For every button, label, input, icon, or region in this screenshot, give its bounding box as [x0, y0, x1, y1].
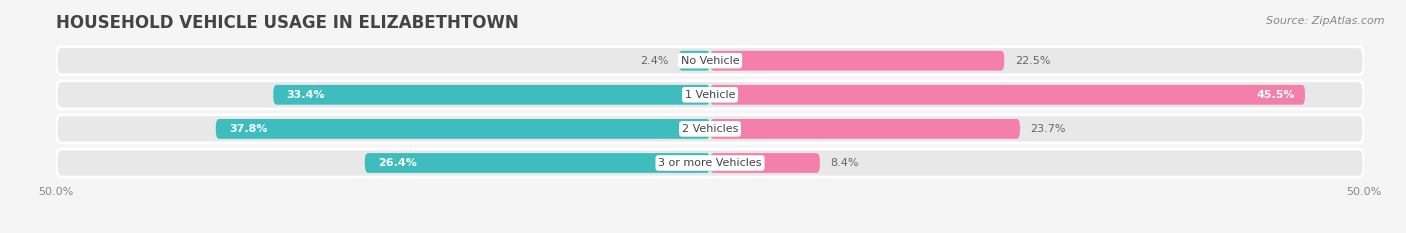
Text: 33.4%: 33.4% [287, 90, 325, 100]
Text: 23.7%: 23.7% [1031, 124, 1066, 134]
FancyBboxPatch shape [679, 51, 710, 71]
FancyBboxPatch shape [710, 51, 1004, 71]
FancyBboxPatch shape [56, 81, 1364, 109]
Text: 1 Vehicle: 1 Vehicle [685, 90, 735, 100]
Text: Source: ZipAtlas.com: Source: ZipAtlas.com [1267, 16, 1385, 26]
FancyBboxPatch shape [56, 47, 1364, 75]
Text: 45.5%: 45.5% [1256, 90, 1295, 100]
Text: 22.5%: 22.5% [1015, 56, 1050, 66]
Text: 8.4%: 8.4% [831, 158, 859, 168]
Text: 3 or more Vehicles: 3 or more Vehicles [658, 158, 762, 168]
FancyBboxPatch shape [56, 115, 1364, 143]
Text: 2.4%: 2.4% [640, 56, 668, 66]
FancyBboxPatch shape [710, 153, 820, 173]
FancyBboxPatch shape [56, 149, 1364, 177]
Text: 2 Vehicles: 2 Vehicles [682, 124, 738, 134]
FancyBboxPatch shape [215, 119, 710, 139]
FancyBboxPatch shape [710, 119, 1019, 139]
FancyBboxPatch shape [710, 85, 1305, 105]
Text: HOUSEHOLD VEHICLE USAGE IN ELIZABETHTOWN: HOUSEHOLD VEHICLE USAGE IN ELIZABETHTOWN [56, 14, 519, 32]
FancyBboxPatch shape [273, 85, 710, 105]
Text: 26.4%: 26.4% [378, 158, 416, 168]
Text: No Vehicle: No Vehicle [681, 56, 740, 66]
FancyBboxPatch shape [364, 153, 710, 173]
Text: 37.8%: 37.8% [229, 124, 267, 134]
